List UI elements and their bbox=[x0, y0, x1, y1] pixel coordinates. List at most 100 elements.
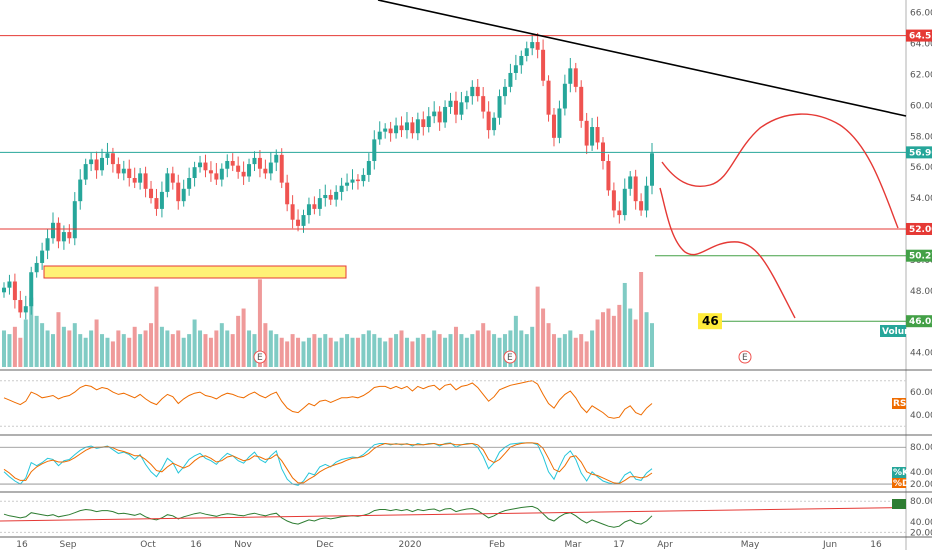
yellow-demand-zone[interactable] bbox=[43, 265, 347, 279]
candle-body bbox=[236, 165, 241, 172]
stochastic-tick: 40.00 bbox=[910, 468, 932, 478]
volume-bar bbox=[78, 334, 83, 367]
earnings-marker bbox=[738, 350, 752, 364]
volume-bar bbox=[165, 330, 170, 367]
candle-body bbox=[110, 153, 115, 165]
volume-bar bbox=[306, 337, 311, 367]
volume-bar bbox=[34, 315, 39, 367]
volume-bar bbox=[415, 337, 420, 367]
volume-bar bbox=[263, 323, 268, 367]
volume-bar bbox=[187, 334, 192, 367]
volume-bar bbox=[366, 330, 371, 367]
candle-body bbox=[568, 68, 573, 84]
volume-bar bbox=[404, 337, 409, 367]
candle-body bbox=[127, 168, 132, 179]
candle-body bbox=[94, 159, 99, 171]
candle-body bbox=[345, 182, 350, 186]
x-tick: Oct bbox=[140, 540, 156, 550]
candle-body bbox=[279, 154, 284, 183]
candle-body bbox=[464, 96, 469, 103]
earnings-marker-text: E bbox=[257, 353, 263, 363]
candle-body bbox=[606, 161, 611, 191]
stoch-d-tag-bg bbox=[892, 478, 906, 488]
price-levels: 46 E E E bbox=[0, 35, 906, 364]
drawings bbox=[43, 0, 907, 319]
volume-bar bbox=[551, 334, 556, 367]
volume-bar bbox=[622, 282, 627, 367]
candle-body bbox=[426, 116, 431, 128]
candle-body bbox=[159, 191, 164, 209]
x-tick: Sep bbox=[60, 540, 77, 550]
earnings-marker-text: E bbox=[507, 353, 513, 363]
volume-bar bbox=[290, 334, 295, 367]
volume-bar bbox=[176, 330, 181, 367]
volume-bar bbox=[611, 315, 616, 367]
candle-body bbox=[252, 157, 257, 165]
price-tick: 56.00 bbox=[910, 163, 932, 173]
volume-bar bbox=[355, 337, 360, 367]
volume-bar bbox=[29, 297, 34, 367]
rsi-tick: 60.00 bbox=[910, 388, 932, 398]
volume-bar bbox=[317, 337, 322, 367]
x-tick: 16 bbox=[190, 540, 202, 550]
rsi-series-0 bbox=[3, 380, 653, 419]
volume-bar bbox=[247, 330, 252, 367]
candlesticks bbox=[2, 32, 654, 320]
candle-body bbox=[219, 168, 224, 180]
earnings-marker bbox=[253, 350, 267, 364]
volume-bar bbox=[492, 334, 497, 367]
price-tick: 48.00 bbox=[910, 287, 932, 297]
candle-body bbox=[138, 173, 143, 183]
earnings-marker-text: E bbox=[742, 353, 748, 363]
volume-bar bbox=[296, 337, 301, 367]
candle-body bbox=[40, 250, 45, 263]
x-tick: 16 bbox=[16, 540, 28, 550]
candle-body bbox=[176, 182, 181, 202]
projection-curve-upper[interactable] bbox=[661, 113, 899, 229]
candle-body bbox=[502, 86, 507, 97]
level-tag-text: 56.96 bbox=[909, 148, 932, 158]
volume-bar bbox=[394, 334, 399, 367]
candle-body bbox=[633, 176, 638, 202]
candle-body bbox=[72, 201, 77, 239]
candle-body bbox=[366, 161, 371, 175]
candle-body bbox=[481, 96, 486, 112]
ind-tag-bg bbox=[892, 499, 906, 509]
x-tick: 2020 bbox=[399, 540, 422, 550]
price-tick: 54.00 bbox=[910, 194, 932, 204]
candle-body bbox=[51, 222, 56, 239]
candle-body bbox=[562, 83, 567, 109]
projection-curve-lower[interactable] bbox=[659, 187, 796, 319]
candle-body bbox=[83, 164, 88, 180]
candle-body bbox=[535, 42, 540, 50]
candle-body bbox=[181, 188, 186, 202]
price-tick: 62.00 bbox=[910, 71, 932, 81]
volume-bar bbox=[208, 337, 213, 367]
candle-body bbox=[492, 117, 497, 131]
volume-bar bbox=[285, 341, 290, 367]
volume-bar bbox=[312, 334, 317, 367]
stochastic-tick: 80.00 bbox=[910, 443, 932, 453]
candle-body bbox=[459, 102, 464, 115]
volume-bar bbox=[51, 334, 56, 367]
volume-bar bbox=[573, 337, 578, 367]
volume-bar bbox=[236, 315, 241, 367]
x-tick: 17 bbox=[613, 540, 624, 550]
candle-body bbox=[579, 86, 584, 121]
volume-bar bbox=[486, 330, 491, 367]
candle-body bbox=[29, 272, 34, 307]
candle-body bbox=[557, 108, 562, 138]
candle-body bbox=[214, 173, 219, 180]
volume-bar bbox=[617, 304, 622, 367]
trend-line-black[interactable] bbox=[377, 0, 907, 117]
candle-body bbox=[443, 106, 448, 123]
stoch-k-tag-text: %K bbox=[893, 468, 910, 478]
candle-body bbox=[486, 111, 491, 131]
volume-bar bbox=[94, 319, 99, 367]
volume-bar bbox=[345, 334, 350, 367]
candle-body bbox=[312, 204, 317, 209]
candle-body bbox=[198, 162, 203, 168]
candle-body bbox=[530, 42, 535, 49]
candle-body bbox=[170, 173, 175, 183]
